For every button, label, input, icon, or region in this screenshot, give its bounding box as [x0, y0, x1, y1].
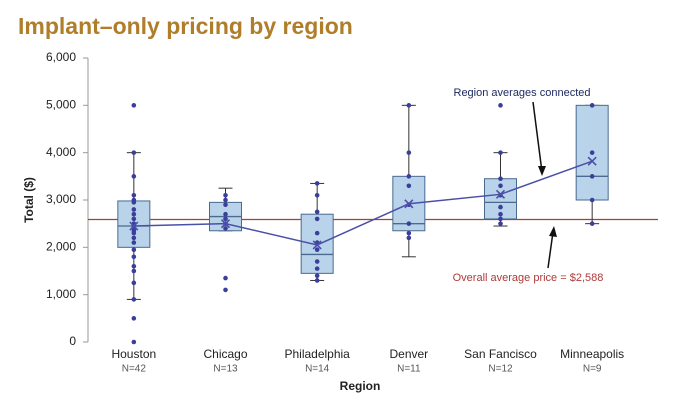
- y-tick-label: 1,000: [46, 287, 76, 301]
- point: [314, 216, 320, 222]
- point: [131, 254, 137, 260]
- point: [498, 211, 503, 217]
- annotation: Overall average price = $2,588: [453, 272, 604, 284]
- point: [223, 275, 228, 281]
- n-label: N=9: [583, 364, 602, 375]
- point: [131, 268, 137, 274]
- point: [131, 150, 137, 155]
- point: [314, 278, 320, 283]
- point: [223, 197, 228, 203]
- arrowhead: [538, 166, 546, 176]
- y-tick-label: 6,000: [46, 50, 76, 64]
- point: [131, 297, 137, 302]
- point: [131, 339, 137, 345]
- point: [314, 266, 320, 271]
- point: [589, 197, 595, 203]
- n-label: N=11: [397, 364, 421, 375]
- point: [131, 192, 137, 198]
- point: [223, 211, 228, 217]
- point: [498, 176, 503, 181]
- y-tick-label: 2,000: [46, 240, 76, 254]
- x-axis-label: Region: [340, 379, 381, 393]
- y-tick-label: 5,000: [46, 98, 76, 112]
- mean-marker: [495, 189, 506, 199]
- point: [498, 183, 503, 189]
- point: [314, 181, 320, 186]
- point: [131, 200, 137, 205]
- point: [498, 150, 503, 155]
- point: [131, 240, 137, 245]
- arrow: [547, 231, 554, 269]
- x-tick-label: Denver: [389, 347, 428, 361]
- x-tick-label: Philadelphia: [284, 347, 350, 361]
- y-tick-label: 0: [69, 334, 76, 348]
- mean-marker: [129, 221, 139, 231]
- point: [223, 216, 228, 222]
- point: [131, 103, 137, 108]
- point: [131, 316, 137, 321]
- point: [406, 174, 412, 179]
- mean-marker: [312, 240, 322, 250]
- point: [131, 174, 137, 179]
- annotation: Region averages connected: [454, 87, 591, 99]
- chart-title: Implant–only pricing by region: [18, 13, 353, 39]
- n-label: N=12: [488, 364, 513, 375]
- n-label: N=14: [305, 364, 330, 375]
- point: [498, 216, 503, 222]
- point: [498, 204, 503, 210]
- point: [131, 211, 137, 217]
- point: [223, 287, 228, 293]
- mean-line: [133, 160, 593, 246]
- point: [131, 230, 137, 236]
- point: [314, 192, 320, 198]
- point: [406, 150, 412, 155]
- point: [314, 247, 320, 252]
- point: [589, 174, 595, 179]
- mean-marker: [220, 219, 231, 229]
- point: [131, 247, 137, 252]
- point: [498, 221, 503, 226]
- x-tick-label: Chicago: [203, 347, 247, 361]
- point: [223, 226, 228, 231]
- n-label: N=13: [213, 364, 238, 375]
- point: [406, 183, 412, 189]
- point: [589, 221, 595, 226]
- mean-marker: [404, 199, 414, 209]
- point: [131, 235, 137, 241]
- point: [131, 280, 137, 286]
- point: [223, 202, 228, 208]
- y-axis-label: Total ($): [22, 177, 36, 223]
- point: [314, 273, 320, 279]
- mean-marker: [587, 156, 597, 166]
- point: [406, 235, 412, 241]
- point: [589, 103, 595, 108]
- y-tick-label: 4,000: [46, 145, 76, 159]
- point: [314, 230, 320, 236]
- point: [131, 207, 137, 212]
- x-tick-label: Houston: [111, 347, 156, 361]
- point: [131, 263, 137, 269]
- n-label: N=42: [122, 364, 147, 375]
- point: [406, 230, 412, 236]
- arrowhead: [549, 226, 557, 237]
- point: [589, 150, 595, 155]
- x-tick-label: Minneapolis: [560, 347, 624, 361]
- point: [314, 209, 320, 215]
- x-tick-label: San Fancisco: [464, 347, 537, 361]
- y-tick-label: 3,000: [46, 192, 76, 206]
- point: [406, 221, 412, 226]
- point: [131, 216, 137, 222]
- point: [314, 259, 320, 264]
- point: [406, 103, 412, 108]
- arrow: [532, 101, 543, 173]
- point: [223, 192, 228, 198]
- point: [498, 103, 503, 108]
